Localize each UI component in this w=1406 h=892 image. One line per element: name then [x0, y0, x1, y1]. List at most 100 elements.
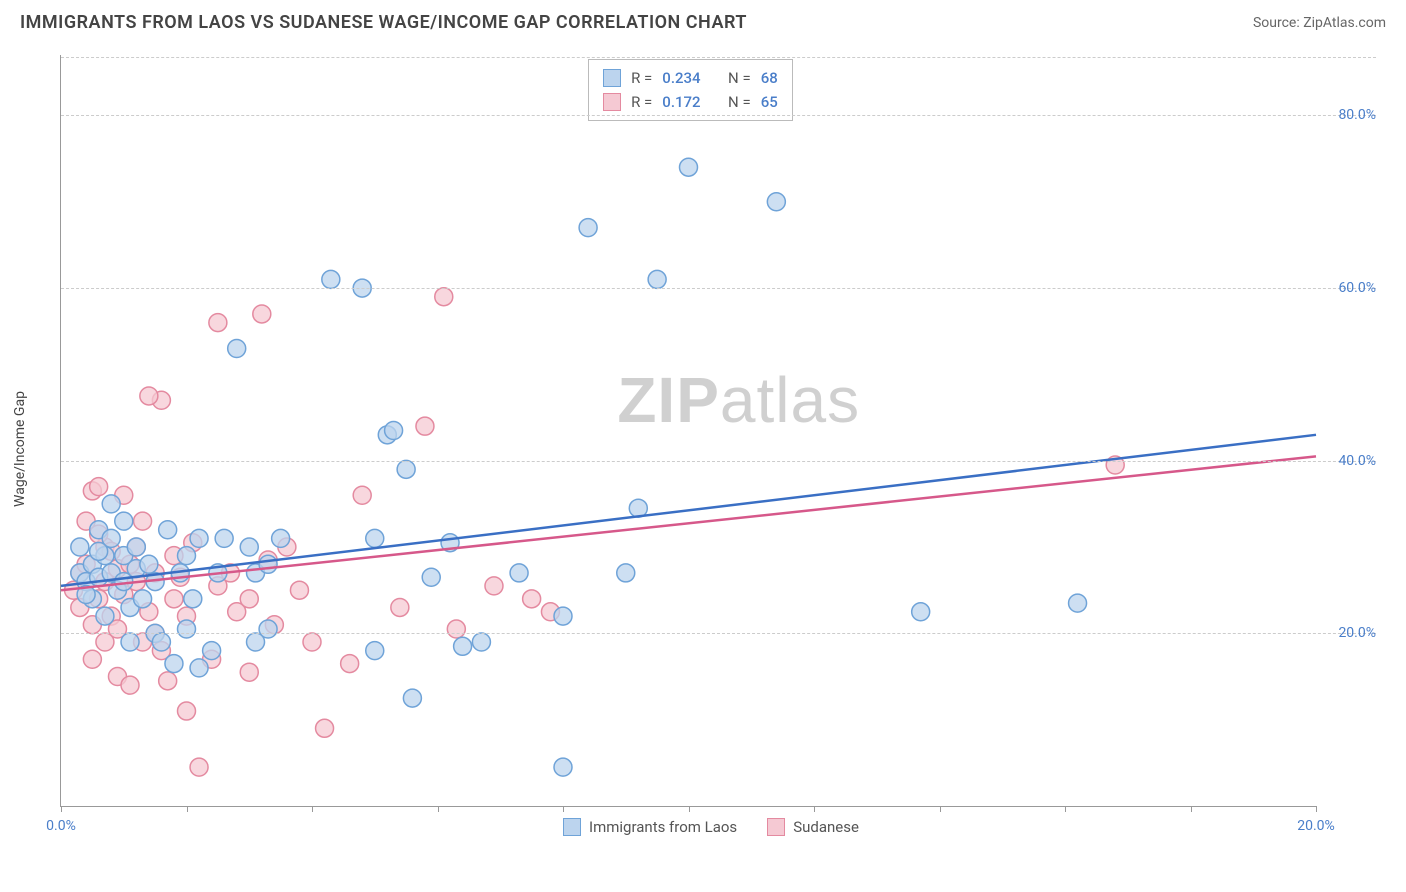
x-tick: [312, 806, 313, 812]
scatter-svg: [61, 55, 1316, 806]
data-point: [767, 193, 785, 211]
data-point: [472, 633, 490, 651]
trend-line: [61, 456, 1316, 590]
stats-row-series-1: R = 0.172 N = 65: [603, 90, 778, 114]
n-label: N =: [728, 90, 751, 114]
r-label: R =: [631, 66, 652, 90]
data-point: [90, 542, 108, 560]
data-point: [240, 663, 258, 681]
r-label: R =: [631, 90, 652, 114]
x-tick-label: 0.0%: [46, 818, 76, 834]
legend-label-1: Sudanese: [793, 818, 859, 836]
data-point: [385, 422, 403, 440]
data-point: [617, 564, 635, 582]
data-point: [272, 529, 290, 547]
y-tick-label: 20.0%: [1332, 625, 1376, 641]
x-tick: [438, 806, 439, 812]
data-point: [290, 581, 308, 599]
data-point: [140, 555, 158, 573]
data-point: [228, 339, 246, 357]
source-name: ZipAtlas.com: [1303, 15, 1386, 31]
data-point: [127, 538, 145, 556]
x-tick: [1191, 806, 1192, 812]
data-point: [165, 655, 183, 673]
legend-item-1: Sudanese: [767, 818, 859, 836]
data-point: [341, 655, 359, 673]
r-value-1: 0.172: [662, 90, 700, 114]
y-axis-label: Wage/Income Gap: [12, 391, 28, 507]
data-point: [253, 305, 271, 323]
data-point: [152, 633, 170, 651]
x-tick: [187, 806, 188, 812]
data-point: [523, 590, 541, 608]
data-point: [190, 758, 208, 776]
data-point: [159, 672, 177, 690]
r-value-0: 0.234: [662, 66, 700, 90]
stats-row-series-0: R = 0.234 N = 68: [603, 66, 778, 90]
data-point: [203, 642, 221, 660]
data-point: [178, 547, 196, 565]
data-point: [134, 512, 152, 530]
x-tick-label: 20.0%: [1297, 818, 1335, 834]
trend-line: [61, 435, 1316, 586]
gridline: [61, 288, 1376, 289]
n-value-0: 68: [761, 66, 778, 90]
plot-area: ZIPatlas R = 0.234 N = 68 R = 0.172 N = …: [60, 55, 1316, 807]
swatch-series-0: [603, 69, 621, 87]
legend-label-0: Immigrants from Laos: [589, 818, 737, 836]
n-value-1: 65: [761, 90, 778, 114]
source-prefix: Source:: [1253, 15, 1303, 31]
data-point: [397, 460, 415, 478]
chart-title: IMMIGRANTS FROM LAOS VS SUDANESE WAGE/IN…: [20, 12, 747, 33]
data-point: [190, 659, 208, 677]
chart-container: Wage/Income Gap ZIPatlas R = 0.234 N = 6…: [50, 55, 1386, 842]
data-point: [115, 512, 133, 530]
data-point: [485, 577, 503, 595]
data-point: [90, 478, 108, 496]
legend-swatch-1: [767, 818, 785, 836]
y-tick-label: 60.0%: [1332, 280, 1376, 296]
data-point: [454, 637, 472, 655]
data-point: [447, 620, 465, 638]
data-point: [680, 158, 698, 176]
data-point: [240, 590, 258, 608]
data-point: [178, 702, 196, 720]
data-point: [554, 758, 572, 776]
data-point: [165, 590, 183, 608]
data-point: [1069, 594, 1087, 612]
gridline: [61, 633, 1376, 634]
x-tick: [61, 806, 62, 812]
data-point: [435, 288, 453, 306]
data-point: [422, 568, 440, 586]
data-point: [316, 719, 334, 737]
stats-legend-box: R = 0.234 N = 68 R = 0.172 N = 65: [588, 59, 793, 121]
data-point: [510, 564, 528, 582]
source-attribution: Source: ZipAtlas.com: [1253, 15, 1386, 31]
y-tick-label: 80.0%: [1332, 107, 1376, 123]
data-point: [391, 598, 409, 616]
data-point: [209, 314, 227, 332]
data-point: [366, 642, 384, 660]
data-point: [96, 607, 114, 625]
x-tick: [563, 806, 564, 812]
x-tick: [1065, 806, 1066, 812]
gridline: [61, 115, 1376, 116]
data-point: [303, 633, 321, 651]
data-point: [259, 555, 277, 573]
data-point: [83, 650, 101, 668]
legend-item-0: Immigrants from Laos: [563, 818, 737, 836]
data-point: [554, 607, 572, 625]
data-point: [215, 529, 233, 547]
data-point: [140, 387, 158, 405]
gridline: [61, 57, 1376, 58]
bottom-legend: Immigrants from Laos Sudanese: [563, 818, 859, 836]
data-point: [353, 486, 371, 504]
data-point: [416, 417, 434, 435]
data-point: [178, 620, 196, 638]
data-point: [102, 495, 120, 513]
data-point: [121, 633, 139, 651]
data-point: [121, 676, 139, 694]
data-point: [912, 603, 930, 621]
data-point: [259, 620, 277, 638]
gridline: [61, 461, 1376, 462]
